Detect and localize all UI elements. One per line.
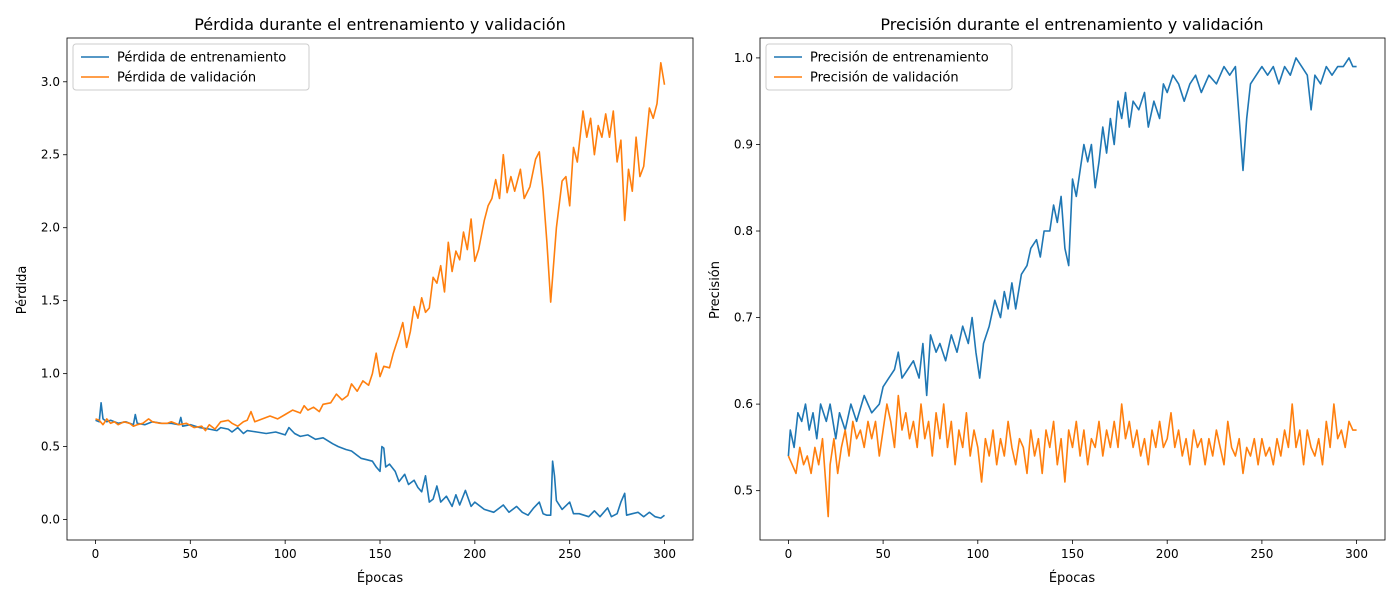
loss-chart-x-tick-label: 250: [558, 547, 581, 561]
accuracy-chart-legend: Precisión de entrenamiento Precisión de v…: [765, 43, 1013, 91]
accuracy-chart-x-tick-label: 250: [1250, 547, 1273, 561]
accuracy-chart-series-line-training: [787, 57, 1357, 457]
loss-chart-y-tick-label: 1.0: [41, 367, 60, 381]
loss-chart-series-line-validation: [95, 62, 666, 432]
accuracy-chart-x-tick-label: 300: [1345, 547, 1368, 561]
loss-chart-legend: Pérdida de entrenamiento Pérdida de valid…: [72, 43, 310, 91]
loss-chart-y-tick-label: 0.5: [41, 440, 60, 454]
loss-chart-x-tick-label: 300: [653, 547, 676, 561]
loss-chart-xlabel: Épocas: [357, 570, 404, 586]
loss-chart-legend-label: Pérdida de validación: [117, 71, 256, 86]
loss-chart-series-line-training: [95, 402, 665, 519]
loss-chart-ylabel: Pérdida: [15, 266, 30, 315]
accuracy-chart-legend-label: Precisión de entrenamiento: [810, 51, 989, 66]
loss-chart-x-tick-label: 50: [183, 547, 198, 561]
accuracy-chart-y-tick-label: 0.5: [734, 484, 753, 498]
loss-chart-x-tick-label: 200: [463, 547, 486, 561]
accuracy-chart-panel: Precisión durante el entrenamiento y val…: [708, 15, 1386, 586]
accuracy-chart-x-tick-label: 100: [966, 547, 989, 561]
accuracy-chart-y-tick-label: 0.9: [734, 137, 753, 151]
loss-chart-y-tick-label: 2.5: [41, 148, 60, 162]
accuracy-chart-ylabel: Precisión: [708, 261, 723, 319]
accuracy-chart-series-line-validation: [787, 394, 1357, 518]
loss-chart-x-tick-label: 0: [92, 547, 100, 561]
accuracy-chart-y-tick-label: 0.8: [734, 224, 753, 238]
loss-chart-y-tick-label: 1.5: [41, 294, 60, 308]
accuracy-chart-legend-box: [765, 43, 1013, 91]
loss-chart-title: Pérdida durante el entrenamiento y valid…: [194, 15, 566, 34]
accuracy-chart-legend-label: Precisión de validación: [810, 71, 959, 86]
loss-chart-x-tick-label: 100: [274, 547, 297, 561]
loss-chart-y-tick-label: 2.0: [41, 221, 60, 235]
accuracy-chart-x-tick-label: 50: [875, 547, 890, 561]
accuracy-chart-x-tick-label: 0: [785, 547, 793, 561]
accuracy-chart-y-tick-label: 1.0: [734, 51, 753, 65]
loss-chart-panel: Pérdida durante el entrenamiento y valid…: [15, 15, 694, 586]
accuracy-chart-y-tick-label: 0.7: [734, 311, 753, 325]
loss-chart-y-tick-label: 0.0: [41, 513, 60, 527]
loss-chart-y-tick-label: 3.0: [41, 75, 60, 89]
accuracy-chart-x-tick-label: 150: [1061, 547, 1084, 561]
loss-chart-x-tick-label: 150: [369, 547, 392, 561]
accuracy-chart-xlabel: Épocas: [1049, 570, 1096, 586]
accuracy-chart-y-tick-label: 0.6: [734, 397, 753, 411]
accuracy-chart-title: Precisión durante el entrenamiento y val…: [880, 15, 1263, 34]
loss-chart-legend-label: Pérdida de entrenamiento: [117, 51, 286, 66]
loss-chart-legend-box: [72, 43, 310, 91]
accuracy-chart-x-tick-label: 200: [1156, 547, 1179, 561]
